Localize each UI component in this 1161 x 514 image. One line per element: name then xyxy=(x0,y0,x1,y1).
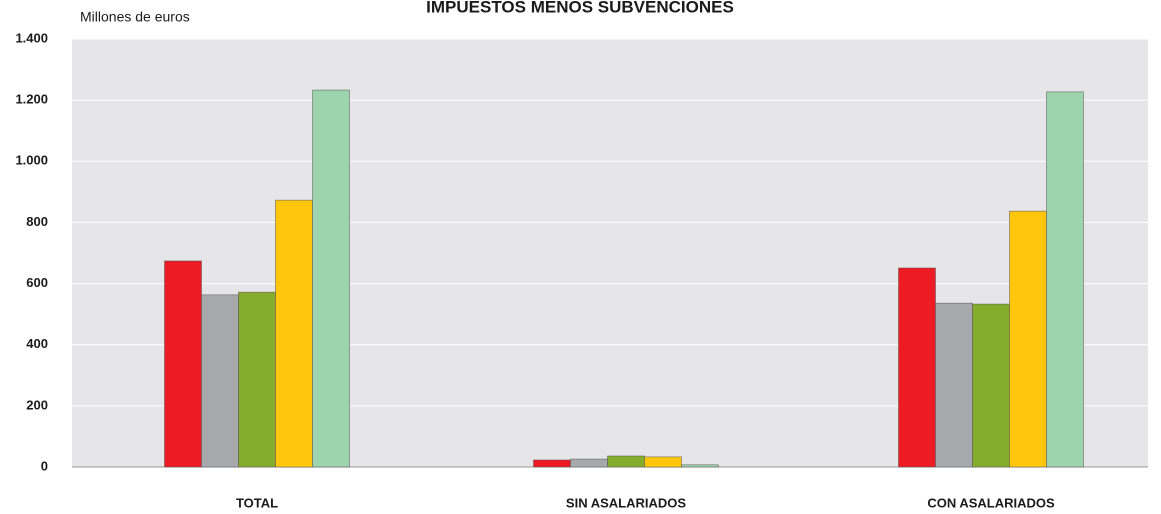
y-tick-label: 600 xyxy=(26,275,48,290)
bar xyxy=(312,89,350,468)
bar xyxy=(1009,210,1047,468)
x-tick-label: TOTAL xyxy=(236,495,278,510)
y-tick-label: 0 xyxy=(41,458,48,473)
bar xyxy=(644,456,682,468)
y-tick-label: 1.200 xyxy=(15,92,48,107)
y-tick-label: 400 xyxy=(26,336,48,351)
y-tick-label: 1.400 xyxy=(15,30,48,45)
y-tick-label: 1.000 xyxy=(15,153,48,168)
chart-title: IMPUESTOS MENOS SUBVENCIONES xyxy=(426,0,734,16)
bar xyxy=(935,302,973,468)
bar xyxy=(533,459,571,468)
bar xyxy=(1046,91,1084,468)
y-tick-label: 200 xyxy=(26,397,48,412)
bar xyxy=(681,464,719,468)
bar xyxy=(898,267,936,468)
bar xyxy=(570,458,608,468)
bar xyxy=(164,260,202,468)
y-tick-label: 800 xyxy=(26,214,48,229)
bar xyxy=(201,294,239,468)
y-axis-label: Millones de euros xyxy=(80,9,190,25)
bar xyxy=(972,303,1010,468)
bar xyxy=(607,455,645,468)
x-tick-label: SIN ASALARIADOS xyxy=(566,495,686,510)
bar xyxy=(275,199,313,468)
x-tick-label: CON ASALARIADOS xyxy=(927,495,1055,510)
bar xyxy=(238,291,276,468)
